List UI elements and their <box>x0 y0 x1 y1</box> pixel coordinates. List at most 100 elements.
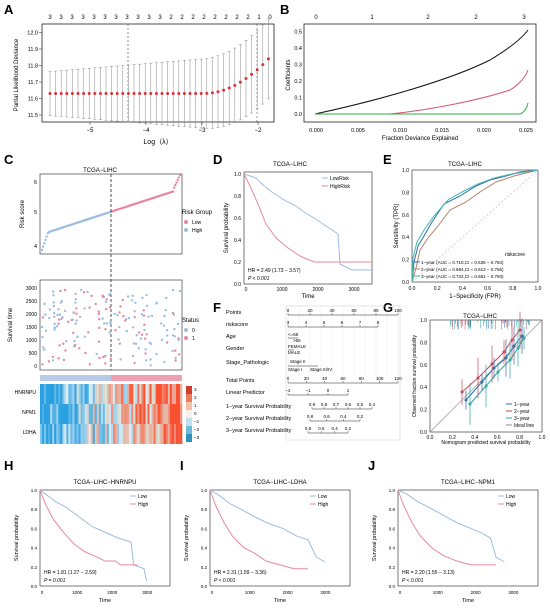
panel-a-ytick-label: 11.8 <box>28 64 38 70</box>
panel-c-heat-cell <box>123 384 126 404</box>
panel-c-surv-dot <box>44 329 48 332</box>
panel-c-surv-dot <box>118 342 121 345</box>
panel-c-scale-swatch <box>186 418 192 426</box>
panel-c-heat-cell <box>44 424 47 444</box>
panel-e-roc-1year <box>411 169 539 283</box>
panel-c-heat-cell <box>149 404 152 424</box>
panel-c-heat-cell <box>46 424 49 444</box>
panel-a-top-count: 3 <box>92 15 96 21</box>
panel-a-point <box>182 92 186 96</box>
panel-b-coef-path: 0 1 2 2 3 Coefficients Fraction Deviance Exp… <box>286 15 537 142</box>
panel-f-points-label: 20 <box>307 308 313 313</box>
panel-c-heat-cell <box>157 384 160 404</box>
panel-b-xtick-label: 0.020 <box>477 128 491 134</box>
panel-c-surv-dot <box>65 340 68 343</box>
panel-c-surv-dot <box>72 311 75 315</box>
panel-c-surv-dot <box>60 299 64 303</box>
panel-j-ytick: 0.6 <box>389 526 396 531</box>
panel-c-surv-dot <box>74 301 77 304</box>
panel-e-xtick: 0.4 <box>459 286 466 292</box>
panel-c-heat-cell <box>113 424 116 444</box>
panel-c-risk-dot <box>176 178 179 182</box>
panel-a-top-counts: 3 3 3 3 3 3 3 3 3 3 3 2 2 2 2 2 2 2 2 1 0 <box>48 15 272 21</box>
panel-e-legend-title: riskscore <box>505 252 525 258</box>
panel-c-surv-dot <box>73 343 77 347</box>
panel-c-heat-cell <box>42 404 45 424</box>
panel-a-point <box>115 92 119 96</box>
panel-c-heat-cell <box>82 404 85 424</box>
panel-h-xtick: 0 <box>41 590 44 595</box>
panel-c-surv-dot <box>88 306 91 309</box>
panel-a-top-count: 3 <box>136 15 140 21</box>
panel-g-point <box>510 338 514 342</box>
panel-c-surv-dot <box>119 305 122 308</box>
panel-c-surv-dot <box>97 312 101 315</box>
panel-c-surv-dot <box>165 328 169 332</box>
panel-c-heat-cell <box>54 404 57 424</box>
panel-c-heat-cell <box>76 404 79 424</box>
panel-c-heat-cell <box>127 384 130 404</box>
panel-a-xticks: −5 −4 −3 −2 <box>87 122 262 134</box>
panel-j-ytick: 0.0 <box>389 584 396 589</box>
panel-c-surv-dot <box>104 328 107 331</box>
panel-c-heat-cell <box>135 424 138 444</box>
panel-c-group-bar-low <box>40 375 111 381</box>
panel-c-surv-dot <box>109 320 112 324</box>
panel-c-heat-cell <box>173 384 177 404</box>
panel-c-heat-cell <box>96 384 100 404</box>
panel-c-surv-dot <box>178 289 182 293</box>
panel-c-heat-cell <box>135 404 138 424</box>
panel-c-heat-cell <box>125 424 128 444</box>
panel-j-ylabel: Survival probability <box>372 515 378 561</box>
panel-c-heat-cell <box>175 404 179 424</box>
panel-c-surv-frame <box>39 279 183 371</box>
panel-a-point <box>210 91 214 95</box>
panel-c-heat-cell <box>44 384 47 404</box>
panel-j-ytick: 0.4 <box>389 546 396 551</box>
panel-i-frame <box>209 489 351 587</box>
panel-c-surv-dot <box>84 351 87 355</box>
panel-g-line-1year <box>465 335 523 401</box>
panel-i-xtick: 0 <box>211 590 214 595</box>
panel-h-ytick: 1.0 <box>31 488 38 493</box>
panel-c-surv-dot <box>78 347 81 350</box>
panel-c-surv-dot <box>143 323 146 326</box>
panel-a-top-count: 3 <box>48 15 52 21</box>
panel-f-riskscore-label: 7 <box>359 320 362 325</box>
panel-a-point <box>138 92 142 96</box>
panel-f-gender-male: MALE <box>288 350 300 355</box>
panel-c-heat-cell <box>96 404 100 424</box>
panel-f-lp-label: 1 <box>347 388 350 393</box>
panel-c-surv-dot <box>126 295 130 298</box>
panel-c-surv-dot <box>171 334 175 337</box>
panel-g-point <box>502 350 506 354</box>
panel-c-scale-label: 1 <box>194 403 197 408</box>
panel-c-surv-dot <box>82 291 86 294</box>
panel-a-top-count: 3 <box>158 15 162 21</box>
panel-f-stage-i: Stage I <box>288 367 302 372</box>
panel-c-heat-cell <box>108 384 112 404</box>
panel-label-d: D <box>213 152 223 167</box>
panel-c-risk-dot <box>173 186 176 189</box>
panel-d-xtick: 1000 <box>276 287 287 293</box>
panel-c-heat-cell <box>119 384 122 404</box>
panel-c-heat-cell <box>52 384 55 404</box>
panel-c-heat-cell <box>155 404 158 424</box>
panel-c-heat-cell <box>82 384 85 404</box>
panel-c-heat-cell <box>80 404 83 424</box>
panel-c-surv-dot <box>105 322 108 325</box>
panel-c-heat-cell <box>121 384 124 404</box>
panel-e-frame <box>411 169 539 283</box>
panel-c-heat-cell <box>74 424 77 444</box>
panel-c-risk-dot <box>171 190 175 193</box>
panel-h-ytick: 0.6 <box>31 526 38 531</box>
panel-f-total-label: 100 <box>376 376 384 381</box>
panel-a-top-count: 2 <box>202 15 206 21</box>
panel-a-point <box>110 92 114 96</box>
panel-c-heat-cell <box>163 424 167 444</box>
panel-c-heat-cell <box>46 404 49 424</box>
panel-c-heat-cell <box>129 404 132 424</box>
panel-c-heat-cell <box>111 384 114 404</box>
panel-c-heat-cell <box>42 424 45 444</box>
panel-c-surv-yticks: 0 500 1000 1500 2000 2500 3000 <box>26 286 37 370</box>
